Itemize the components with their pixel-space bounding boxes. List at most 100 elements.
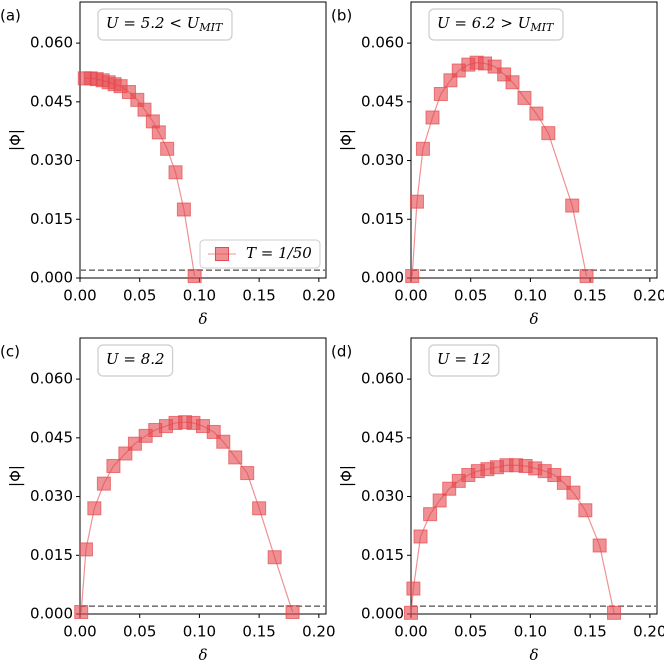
marker bbox=[433, 87, 448, 101]
marker bbox=[405, 269, 420, 284]
y-tick-label: 0.015 bbox=[30, 210, 73, 228]
marker bbox=[106, 459, 121, 474]
marker bbox=[96, 476, 111, 491]
y-tick-label: 0.030 bbox=[30, 151, 73, 169]
x-tick-label: 0.10 bbox=[514, 623, 547, 641]
marker bbox=[87, 501, 102, 516]
plot-area bbox=[79, 337, 327, 615]
x-tick-label: 0.05 bbox=[123, 623, 156, 641]
panel-label: (c) bbox=[0, 343, 20, 361]
plot-area bbox=[410, 1, 658, 279]
plot-area bbox=[410, 337, 658, 615]
y-tick-label: 0.015 bbox=[361, 210, 404, 228]
y-axis-label: |Φ| bbox=[338, 465, 356, 487]
y-axis-label: |Φ| bbox=[7, 465, 25, 487]
annotation: U = 8.2 bbox=[106, 350, 165, 368]
marker bbox=[592, 538, 607, 553]
y-tick-label: 0.000 bbox=[30, 269, 73, 287]
y-tick-label: 0.000 bbox=[361, 605, 404, 623]
x-tick-label: 0.15 bbox=[242, 623, 275, 641]
marker bbox=[566, 485, 581, 500]
annotation-text: U = 6.2 > U bbox=[437, 14, 532, 32]
marker bbox=[78, 542, 93, 557]
marker bbox=[529, 106, 544, 121]
annotation: U = 6.2 > UMIT bbox=[437, 14, 555, 34]
x-axis-label: δ bbox=[529, 310, 538, 328]
marker bbox=[565, 198, 580, 213]
annotation-text: U = 5.2 < U bbox=[106, 14, 201, 32]
marker bbox=[74, 605, 89, 620]
annotation-subscript: MIT bbox=[529, 21, 555, 34]
x-tick-label: 0.15 bbox=[573, 623, 606, 641]
x-tick-label: 0.15 bbox=[242, 287, 275, 305]
y-tick-label: 0.060 bbox=[361, 34, 404, 52]
annotation-box bbox=[97, 8, 233, 41]
marker bbox=[216, 434, 231, 449]
legend-label: T = 1/50 bbox=[246, 244, 312, 262]
y-tick-label: 0.000 bbox=[361, 269, 404, 287]
panel-label: (a) bbox=[0, 7, 21, 25]
marker bbox=[285, 605, 300, 620]
marker bbox=[187, 269, 202, 284]
marker bbox=[415, 141, 430, 156]
marker bbox=[517, 90, 532, 105]
y-tick-label: 0.030 bbox=[30, 487, 73, 505]
annotation: U = 12 bbox=[437, 350, 491, 368]
x-tick-label: 0.00 bbox=[394, 623, 427, 641]
marker bbox=[505, 75, 520, 90]
y-tick-label: 0.045 bbox=[30, 92, 73, 110]
plot-area bbox=[79, 1, 327, 279]
y-tick-label: 0.045 bbox=[361, 428, 404, 446]
marker bbox=[578, 503, 593, 518]
annotation-box bbox=[428, 344, 500, 377]
x-tick-label: 0.15 bbox=[573, 287, 606, 305]
x-tick-label: 0.10 bbox=[183, 287, 216, 305]
marker bbox=[409, 194, 424, 209]
x-tick-label: 0.20 bbox=[633, 623, 664, 641]
y-tick-label: 0.060 bbox=[30, 370, 73, 388]
marker bbox=[160, 141, 175, 156]
x-tick-label: 0.20 bbox=[302, 287, 335, 305]
marker bbox=[137, 102, 152, 117]
annotation-box bbox=[428, 8, 564, 41]
marker bbox=[607, 605, 622, 620]
marker bbox=[423, 507, 438, 522]
x-axis-label: δ bbox=[529, 646, 538, 664]
y-tick-label: 0.015 bbox=[361, 546, 404, 564]
marker bbox=[413, 529, 428, 544]
x-tick-label: 0.10 bbox=[183, 623, 216, 641]
legend-box bbox=[199, 239, 321, 269]
y-axis-label: |Φ| bbox=[7, 129, 25, 151]
marker bbox=[252, 501, 267, 516]
y-tick-label: 0.030 bbox=[361, 151, 404, 169]
x-tick-label: 0.10 bbox=[514, 287, 547, 305]
y-tick-label: 0.060 bbox=[361, 370, 404, 388]
marker bbox=[151, 125, 166, 140]
y-axis-label: |Φ| bbox=[338, 129, 356, 151]
x-tick-label: 0.05 bbox=[123, 287, 156, 305]
x-tick-label: 0.20 bbox=[633, 287, 664, 305]
marker bbox=[267, 550, 282, 565]
marker bbox=[425, 110, 440, 125]
x-tick-label: 0.05 bbox=[454, 623, 487, 641]
annotation-box bbox=[97, 344, 174, 377]
x-axis-label: δ bbox=[198, 310, 207, 328]
marker bbox=[168, 165, 183, 180]
annotation: U = 5.2 < UMIT bbox=[106, 14, 224, 34]
x-tick-label: 0.05 bbox=[454, 287, 487, 305]
annotation-subscript: MIT bbox=[198, 21, 224, 34]
legend-marker bbox=[215, 247, 229, 261]
x-tick-label: 0.00 bbox=[63, 287, 96, 305]
marker bbox=[432, 493, 447, 508]
marker bbox=[404, 605, 418, 620]
annotation-text: U = 8.2 bbox=[106, 350, 165, 368]
y-tick-label: 0.060 bbox=[30, 34, 73, 52]
x-tick-label: 0.00 bbox=[394, 287, 427, 305]
x-tick-label: 0.20 bbox=[302, 623, 335, 641]
panel-label: (b) bbox=[331, 7, 352, 25]
y-tick-label: 0.030 bbox=[361, 487, 404, 505]
x-axis-label: δ bbox=[198, 646, 207, 664]
marker bbox=[228, 450, 243, 465]
marker bbox=[240, 466, 255, 481]
